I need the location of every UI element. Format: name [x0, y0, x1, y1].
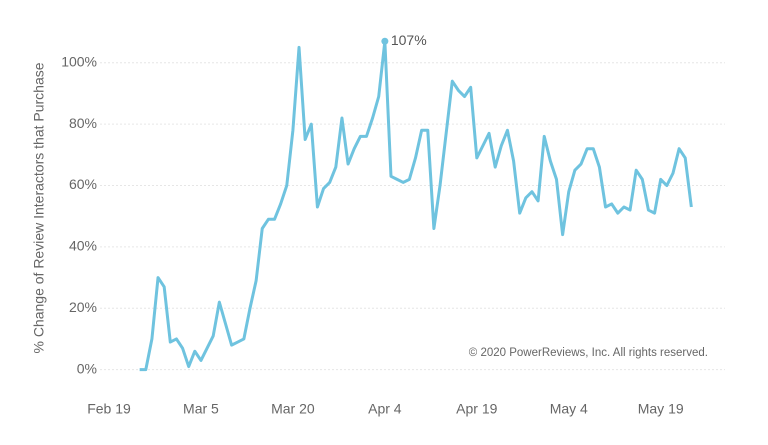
- y-tick-label: 60%: [69, 176, 97, 192]
- y-tick-label: 100%: [61, 53, 97, 69]
- x-tick-label: Apr 19: [456, 401, 497, 417]
- x-tick-label: Mar 20: [271, 401, 315, 417]
- y-tick-label: 40%: [69, 238, 97, 254]
- peak-label: 107%: [391, 32, 427, 48]
- x-tick-label: Apr 4: [368, 401, 402, 417]
- peak-marker: [381, 37, 389, 45]
- y-axis-label: % Change of Review Interactors that Purc…: [31, 62, 47, 353]
- y-tick-label: 0%: [77, 360, 97, 376]
- y-tick-label: 20%: [69, 299, 97, 315]
- y-tick-label: 80%: [69, 115, 97, 131]
- series-line: [139, 39, 693, 372]
- x-tick-label: May 19: [638, 401, 684, 417]
- x-tick-label: May 4: [550, 401, 588, 417]
- x-tick-label: Feb 19: [87, 401, 131, 417]
- x-tick-label: Mar 5: [183, 401, 219, 417]
- copyright-note: © 2020 PowerReviews, Inc. All rights res…: [469, 347, 708, 359]
